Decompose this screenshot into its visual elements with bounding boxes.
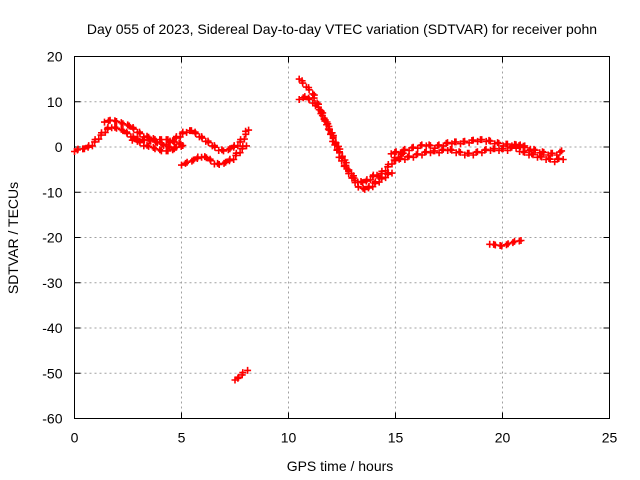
- data-point-markers: [178, 142, 250, 169]
- data-point-markers: [387, 136, 533, 158]
- series-segment-6: [231, 366, 252, 384]
- series-segment-4: [163, 126, 253, 155]
- y-tick-label: -20: [42, 230, 62, 246]
- data-point-markers: [374, 149, 407, 180]
- chart-title: Day 055 of 2023, Sidereal Day-to-day VTE…: [87, 21, 597, 37]
- series-segment-14: [486, 237, 525, 250]
- axis-ticks: 0 5 10 15 20 25 -60 -50 -40 -30 -20 -10 0 10 20: [42, 49, 617, 446]
- series-segment-3: [128, 135, 187, 151]
- y-tick-label: 20: [47, 49, 63, 65]
- y-tick-label: -40: [42, 320, 62, 336]
- x-axis-label: GPS time / hours: [287, 458, 394, 474]
- data-point-markers: [163, 126, 253, 155]
- data-point-markers: [486, 237, 525, 250]
- grid: [74, 56, 610, 419]
- x-tick-label: 0: [71, 430, 79, 446]
- y-tick-label: -60: [42, 411, 62, 427]
- data-points: [71, 75, 567, 384]
- y-tick-label: 0: [55, 139, 63, 155]
- x-tick-label: 5: [178, 430, 186, 446]
- y-tick-label: -50: [42, 365, 62, 381]
- y-axis-label: SDTVAR / TECUs: [5, 182, 21, 294]
- series-segment-13: [526, 145, 566, 159]
- x-tick-label: 10: [281, 430, 297, 446]
- series-segment-8: [295, 93, 381, 187]
- x-tick-label: 25: [602, 430, 618, 446]
- series-segment-9: [387, 136, 533, 158]
- y-tick-label: 10: [47, 94, 63, 110]
- y-tick-label: -30: [42, 275, 62, 291]
- data-point-markers: [295, 93, 381, 187]
- series-segment-11: [374, 149, 407, 180]
- data-point-markers: [231, 366, 252, 384]
- data-point-markers: [526, 145, 566, 159]
- series-segment-5: [178, 142, 250, 169]
- x-tick-label: 20: [495, 430, 511, 446]
- y-tick-label: -10: [42, 184, 62, 200]
- x-tick-label: 15: [388, 430, 404, 446]
- data-point-markers: [128, 135, 187, 151]
